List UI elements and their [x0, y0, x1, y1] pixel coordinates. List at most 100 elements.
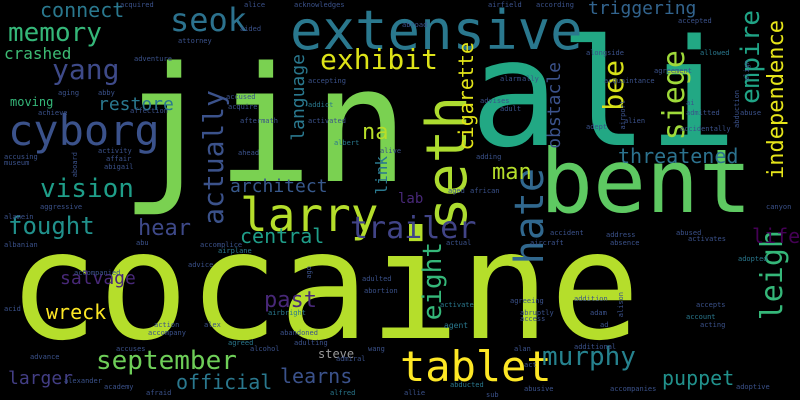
word-abroad: abroad [402, 21, 428, 29]
word-tablet: tablet [400, 342, 552, 391]
word-acquaintance: acquaintance [604, 77, 655, 85]
word-fought: fought [8, 212, 95, 240]
word-aircraft: aircraft [530, 239, 564, 247]
word-jin: jin [120, 32, 409, 219]
word-extensive: extensive [290, 0, 583, 62]
word-address: address [606, 231, 636, 239]
word-adam: adam [590, 309, 607, 317]
word-airbright: airbright [268, 309, 306, 317]
word-acquire: acquire [228, 103, 258, 111]
word-accepting: accepting [308, 77, 346, 85]
word-advice: advice [188, 261, 214, 269]
word-empire: empire [736, 10, 766, 104]
word-abruptly: abruptly [520, 309, 554, 317]
word-addition: addition [574, 295, 608, 303]
word-cyborg: cyborg [8, 106, 160, 155]
word-accused: accused [226, 93, 256, 101]
word-cocaine: cocaine [8, 200, 641, 374]
word-alamein: alamein [4, 213, 34, 221]
word-actual: actual [446, 239, 472, 247]
word-hear: hear [138, 216, 191, 241]
word-bent: bent [540, 130, 752, 233]
word-action: action [154, 321, 180, 329]
word-albanian: albanian [4, 241, 38, 249]
word-albert: albert [334, 139, 360, 147]
word-language: language [288, 54, 309, 141]
word-advises: advises [480, 97, 510, 105]
word-alice: alice [244, 1, 266, 9]
word-absence: absence [610, 239, 640, 247]
word-sub: sub [486, 391, 499, 399]
word-aboard: aboard [71, 152, 79, 178]
word-adult: adult [500, 105, 522, 113]
word-accomplice: accomplice [200, 241, 243, 249]
word-wreck: wreck [46, 300, 107, 324]
word-aftermath: aftermath [240, 117, 278, 125]
word-accompanies: accompanies [610, 385, 657, 393]
word-threatened: threatened [618, 144, 739, 168]
word-align: align [743, 60, 751, 82]
word-museum: museum [4, 159, 30, 167]
word-adept: adept [586, 123, 608, 131]
word-accusing: accusing [4, 153, 38, 161]
word-achieve: achieve [38, 109, 68, 117]
word-alcohol: alcohol [250, 345, 280, 353]
word-ago: ago [305, 266, 313, 279]
word-agent: agent [444, 321, 469, 330]
word-connect: connect [40, 0, 125, 22]
word-addict: addict [308, 101, 334, 109]
word-yang: yang [52, 53, 120, 86]
word-crashed: crashed [4, 44, 72, 63]
word-adding: adding [476, 153, 502, 161]
word-link: link [372, 156, 391, 195]
word-adulted: adulted [362, 275, 392, 283]
word-activate: activate [440, 301, 474, 309]
word-african: african [470, 187, 500, 195]
word-acknowledges: acknowledges [294, 1, 345, 9]
word-activity: activity [98, 147, 132, 155]
word-acquired: acquired [120, 1, 154, 9]
word-moving: moving [10, 95, 54, 109]
word-aged: aged [448, 187, 465, 195]
word-account: account [686, 313, 716, 321]
word-restore: restore [98, 94, 174, 115]
word-memory: memory [8, 18, 102, 48]
word-advance: advance [30, 353, 60, 361]
word-agreed: agreed [228, 339, 254, 347]
word-abby: abby [98, 89, 115, 97]
word-ad: ad [600, 321, 609, 329]
word-na: na [362, 120, 389, 145]
word-admitted: admitted [686, 109, 720, 117]
word-alison: alison [617, 292, 625, 318]
word-cigarette: cigarette [454, 42, 478, 151]
word-ahead: ahead [238, 149, 260, 157]
word-aided: aided [240, 25, 262, 33]
word-allowed: allowed [700, 49, 730, 57]
word-salvage: salvage [60, 268, 136, 289]
word-adopted: adopted [738, 255, 768, 263]
word-accuses: accuses [116, 345, 146, 353]
word-triggering: triggering [588, 0, 697, 19]
word-abu: abu [136, 239, 149, 247]
word-abducted: abducted [450, 381, 484, 389]
word-architect: architect [230, 176, 328, 197]
word-acid: acid [4, 305, 21, 313]
word-ali: ali [470, 8, 738, 180]
word-alfred: alfred [330, 389, 356, 397]
word-airplane: airplane [218, 247, 252, 255]
word-academy: academy [104, 383, 134, 391]
word-abortion: abortion [364, 287, 398, 295]
word-murphy: murphy [542, 342, 636, 372]
word-attorney: attorney [178, 37, 212, 45]
word-additional: additional [574, 343, 617, 351]
word-adventure: adventure [134, 55, 172, 63]
word-according: according [536, 1, 574, 9]
word-alongside: alongside [586, 49, 624, 57]
word-agreement: agreement [654, 67, 692, 75]
word-learns: learns [280, 364, 353, 388]
word-larry: larry [240, 188, 379, 242]
word-abigail: abigail [104, 163, 134, 171]
word-alexander: alexander [64, 377, 102, 385]
word-abuse: abuse [740, 109, 762, 117]
